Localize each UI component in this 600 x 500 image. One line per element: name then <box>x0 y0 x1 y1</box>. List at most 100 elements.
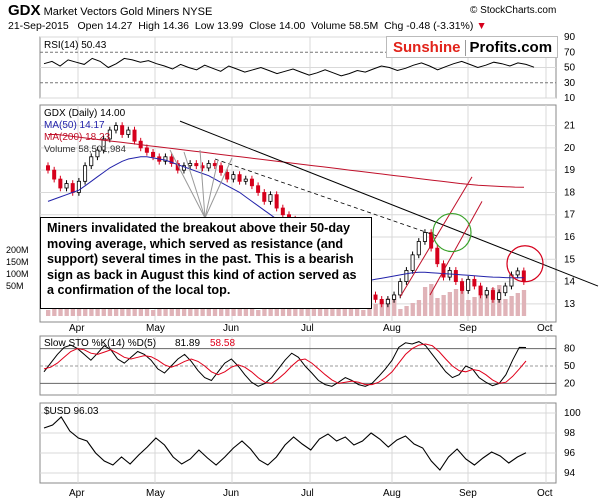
price-candle <box>379 299 384 305</box>
volume-bar <box>151 310 156 316</box>
rsi-title: RSI(14) 50.43 <box>44 40 107 51</box>
channel-line-lower <box>429 201 483 296</box>
month-label-bottom: Jul <box>301 488 314 499</box>
volume-bar <box>373 304 378 316</box>
volume-bar <box>460 286 465 316</box>
price-candle <box>398 281 403 296</box>
price-candle <box>52 169 57 180</box>
price-candle <box>460 281 465 291</box>
price-candle <box>126 129 131 135</box>
stoch-title: Slow STO %K(14) %D(5) <box>44 338 156 349</box>
volume-bar <box>120 308 125 316</box>
price-title: GDX (Daily) 14.00 <box>44 108 126 119</box>
stoch-tick-label: 50 <box>564 361 576 372</box>
price-candle <box>188 163 193 167</box>
usd-tick-label: 96 <box>564 448 576 459</box>
price-candle <box>231 174 236 180</box>
volume-bar <box>231 305 236 316</box>
down-arrow-icon: ▼ <box>476 20 487 32</box>
brand-logo: Sunshine Profits.com <box>386 36 558 58</box>
month-label-bottom: Jun <box>223 488 239 499</box>
price-candle <box>95 149 100 158</box>
channel-line-upper <box>399 176 473 298</box>
price-candle <box>410 254 415 271</box>
price-tick-label: 19 <box>564 165 576 176</box>
volume-bar <box>58 304 63 316</box>
volume-bar <box>466 300 471 316</box>
price-tick-label: 14 <box>564 277 576 288</box>
stoch-tick-label: 20 <box>564 378 576 389</box>
volume-bar <box>237 302 242 316</box>
brand-part1: Sunshine <box>393 39 461 56</box>
volume-bar <box>132 302 137 316</box>
price-tick-label: 16 <box>564 232 576 243</box>
rsi-tick-label: 70 <box>564 47 576 58</box>
highlight-circle-green <box>432 212 472 253</box>
price-candle <box>392 294 397 300</box>
price-candle <box>478 285 483 296</box>
price-candle <box>262 192 267 202</box>
rsi-tick-label: 10 <box>564 93 576 104</box>
volume-bar <box>256 310 261 316</box>
ticker-symbol: GDX <box>8 2 41 19</box>
price-candle <box>490 290 495 300</box>
price-candle <box>70 183 75 193</box>
volume-bar <box>225 308 230 316</box>
volume-bar <box>410 303 415 316</box>
credit: © StockCharts.com <box>470 5 557 16</box>
month-label-bottom: Sep <box>459 488 477 499</box>
price-candle <box>163 156 168 162</box>
volume-bar <box>330 308 335 316</box>
volume-bar <box>453 289 459 316</box>
stoch-tick-label: 80 <box>564 344 576 355</box>
ma200-line <box>48 134 525 188</box>
quote-open: 14.27 <box>106 20 133 32</box>
price-candle <box>435 247 440 265</box>
rsi-tick-label: 90 <box>564 32 576 43</box>
price-candle <box>521 270 526 282</box>
month-label: Jun <box>223 323 239 334</box>
month-label: Jul <box>301 323 314 334</box>
usd-line <box>43 416 527 471</box>
month-label-bottom: Aug <box>383 488 401 499</box>
volume-bar <box>163 304 168 316</box>
volume-bar <box>484 291 490 316</box>
volume-bar <box>509 296 514 316</box>
price-candle <box>503 285 508 294</box>
volume-tick-label: 200M <box>6 245 29 255</box>
volume-tick-label: 50M <box>6 281 24 291</box>
volume-bar <box>429 284 434 316</box>
volume-bar <box>478 294 483 316</box>
volume-bar <box>83 309 88 316</box>
price-candle <box>274 194 279 209</box>
quote-row: 21-Sep-2015 Open 14.27 High 14.36 Low 13… <box>8 20 487 32</box>
price-tick-label: 21 <box>564 121 576 132</box>
volume-bar <box>435 298 440 316</box>
annotation-box: Miners invalidated the breakout above th… <box>40 217 372 309</box>
callout-arrow <box>169 149 206 219</box>
price-candle <box>515 270 520 276</box>
volume-bar <box>336 305 341 316</box>
brand-divider <box>464 40 466 57</box>
quote-close: 14.00 <box>278 20 306 32</box>
price-candle <box>132 129 137 142</box>
price-tick-label: 20 <box>564 143 576 154</box>
price-tick-label: 17 <box>564 210 576 221</box>
price-candle <box>181 165 186 171</box>
price-candle <box>107 129 112 140</box>
price-candle <box>472 278 477 287</box>
volume-bar <box>188 309 193 316</box>
price-candle <box>83 165 88 182</box>
legend-volume: Volume 58,501,984 <box>44 144 126 155</box>
volume-bar <box>521 290 527 316</box>
volume-bar <box>342 302 347 316</box>
volume-bar <box>157 307 162 316</box>
price-candle <box>113 125 118 131</box>
price-candle <box>58 178 63 189</box>
usd-tick-label: 94 <box>564 468 576 479</box>
quote-high: 14.36 <box>162 20 190 32</box>
ticker-exchange: NYSE <box>182 6 213 18</box>
rsi-tick-label: 50 <box>564 63 576 74</box>
month-label: Sep <box>459 323 477 334</box>
price-candle <box>144 147 149 153</box>
